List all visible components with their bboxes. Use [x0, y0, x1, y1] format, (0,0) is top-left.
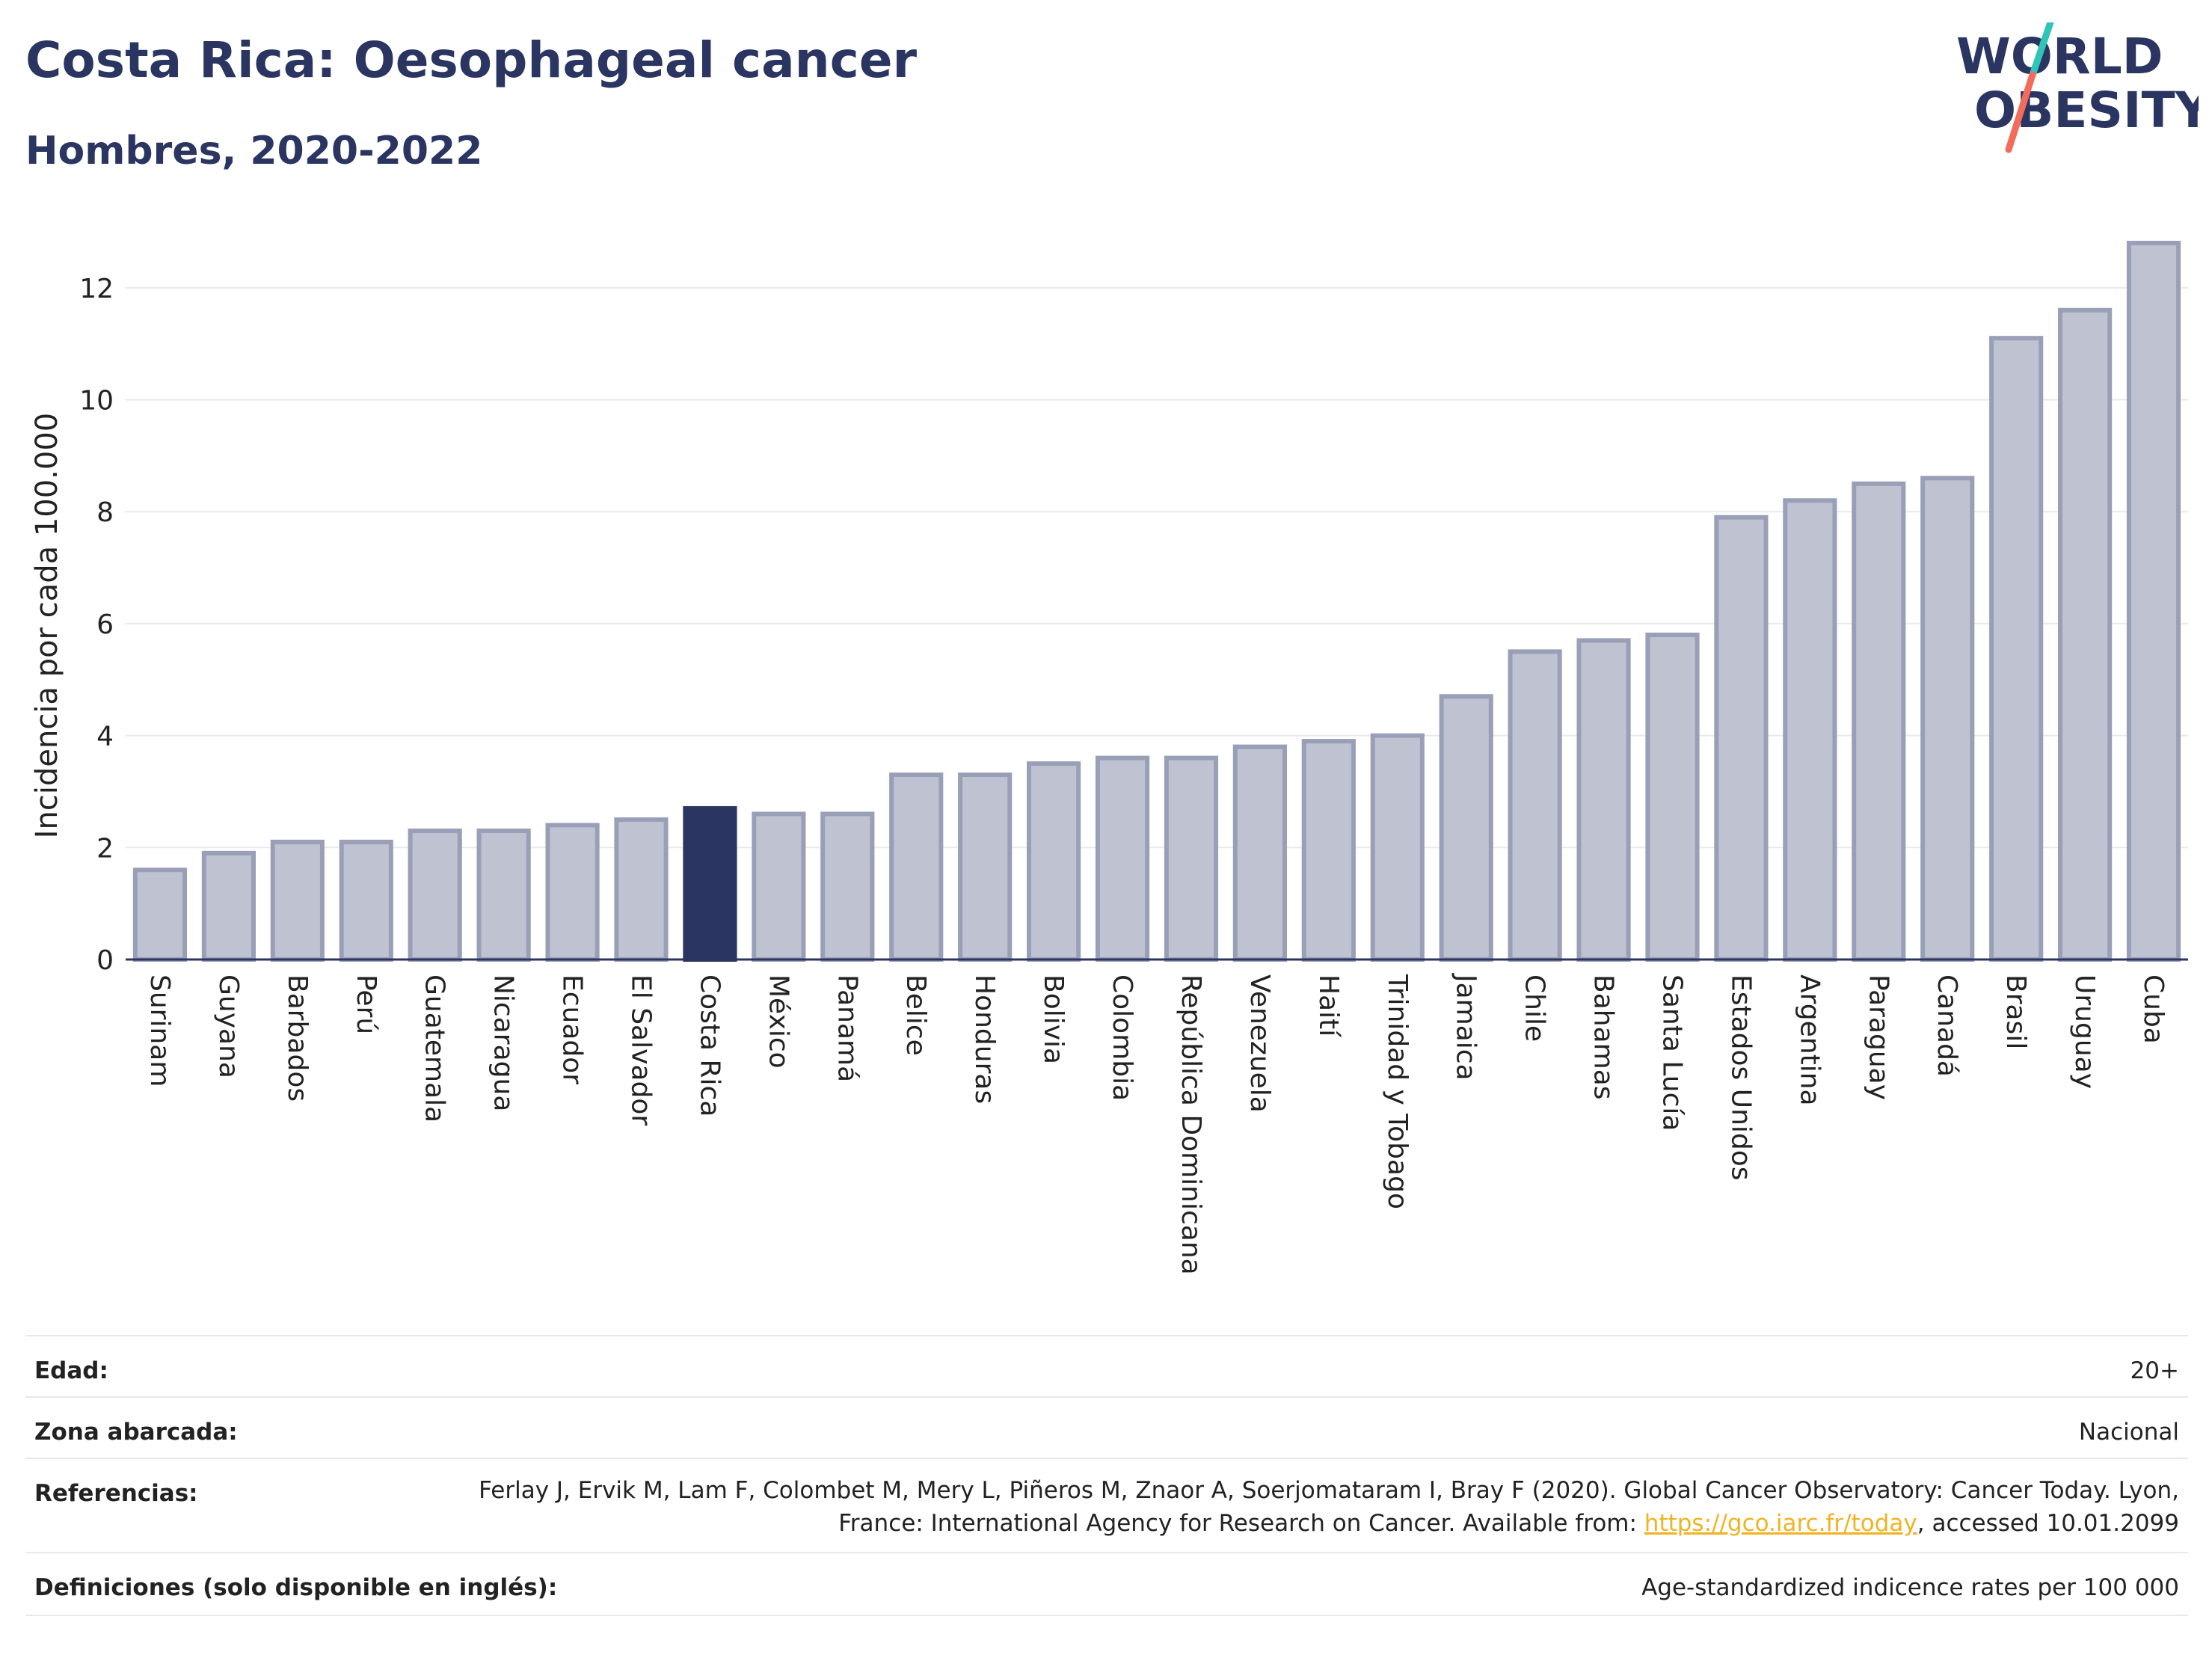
bar [958, 773, 1013, 962]
x-tick-label: Nicaragua [488, 974, 519, 1111]
bar [1508, 649, 1562, 962]
x-tick-label: Bolivia [1038, 974, 1069, 1064]
bar [1027, 761, 1081, 962]
references-value: Ferlay J, Ervik M, Lam F, Colombet M, Me… [459, 1474, 2179, 1540]
definitions-label: Definiciones (solo disponible en inglés)… [34, 1574, 558, 1601]
y-tick-label: 0 [96, 945, 114, 976]
bar [889, 773, 944, 962]
x-tick-label: Canadá [1932, 974, 1962, 1077]
bar [1852, 481, 1906, 962]
bar [545, 823, 600, 962]
bar [132, 868, 188, 962]
x-tick-label: Honduras [969, 974, 1000, 1104]
bar [1989, 336, 2044, 962]
bar [1232, 744, 1287, 962]
bar [270, 839, 325, 962]
bar [1783, 498, 1837, 962]
x-tick-label: Jamaica [1451, 973, 1481, 1081]
bar [1439, 694, 1493, 962]
x-tick-label: República Dominicana [1176, 974, 1206, 1275]
bar [1164, 755, 1219, 962]
x-tick-label: Haití [1313, 974, 1344, 1037]
x-tick-label: Ecuador [557, 974, 588, 1084]
x-tick-label: México [763, 974, 793, 1069]
age-value: 20+ [2130, 1357, 2179, 1384]
x-tick-label: Chile [1520, 974, 1550, 1042]
bar [201, 850, 256, 962]
x-tick-label: Venezuela [1244, 974, 1275, 1113]
x-tick-label: Paraguay [1863, 974, 1893, 1100]
x-tick-label: Argentina [1794, 974, 1825, 1106]
y-tick-label: 12 [79, 274, 114, 304]
bar [2126, 240, 2181, 962]
bar [339, 839, 393, 962]
meta-row-references: Referencias: Ferlay J, Ervik M, Lam F, C… [25, 1458, 2188, 1553]
y-tick-label: 4 [96, 722, 114, 752]
x-tick-label: Colombia [1107, 974, 1137, 1101]
y-tick-label: 10 [79, 386, 114, 417]
x-tick-label: Brasil [2000, 974, 2031, 1049]
references-accessed: , accessed 10.01.2099 [1917, 1510, 2179, 1537]
x-tick-label: Barbados [282, 974, 313, 1102]
bar-chart: 0 2 4 6 8 10 12 Incidencia por cada 100.000 Suri… [30, 240, 2188, 1275]
x-tick-label: Guyana [213, 974, 244, 1078]
meta-row-age: Edad: 20+ [25, 1335, 2188, 1398]
bar [1920, 476, 1975, 962]
bar [683, 805, 737, 962]
bar [752, 811, 806, 962]
bar [408, 828, 462, 962]
bar [820, 811, 875, 962]
x-tick-label: Trinidad y Tobago [1382, 974, 1413, 1209]
chart-subtitle: Hombres, 2020-2022 [25, 129, 483, 174]
bar [614, 817, 669, 962]
area-label: Zona abarcada: [34, 1419, 238, 1446]
x-tick-label: Guatemala [420, 974, 450, 1123]
logo-slash-teal [2029, 22, 2054, 79]
x-tick-label: Perú [351, 974, 381, 1034]
logo-slash-coral [2005, 71, 2036, 153]
y-tick-label: 8 [96, 497, 114, 528]
logo-line1: WORLD [1956, 28, 2163, 85]
world-obesity-logo: WORLD OBESITY [1956, 22, 2199, 153]
x-tick-label: Costa Rica [694, 974, 725, 1117]
bar [1714, 515, 1769, 962]
x-tick-label: Cuba [2138, 974, 2169, 1044]
meta-row-area: Zona abarcada: Nacional [25, 1396, 2188, 1459]
bar [476, 828, 531, 962]
bar [1370, 733, 1425, 962]
bar [1645, 632, 1700, 962]
x-tick-label: Estados Unidos [1725, 974, 1756, 1181]
bar [1095, 755, 1150, 962]
y-axis-label: Incidencia por cada 100.000 [30, 413, 64, 839]
x-tick-label: Santa Lucía [1657, 974, 1688, 1131]
bar [1301, 739, 1356, 962]
meta-row-definitions: Definiciones (solo disponible en inglés)… [25, 1552, 2188, 1616]
x-tick-label: Uruguay [2069, 974, 2100, 1089]
references-link[interactable]: https://gco.iarc.fr/today [1644, 1510, 1917, 1537]
y-tick-label: 6 [96, 610, 114, 640]
bar [1576, 638, 1631, 962]
x-tick-label: Surinam [144, 974, 175, 1087]
chart-title: Costa Rica: Oesophageal cancer [25, 31, 918, 89]
x-tick-label: Panamá [832, 974, 862, 1082]
bar [2058, 307, 2113, 962]
definitions-value: Age-standardized indicence rates per 100… [1641, 1574, 2179, 1601]
references-label: Referencias: [34, 1480, 198, 1507]
y-tick-label: 2 [96, 833, 114, 864]
area-value: Nacional [2078, 1419, 2179, 1446]
age-label: Edad: [34, 1357, 108, 1384]
x-tick-label: Belice [900, 974, 931, 1056]
references-text: Ferlay J, Ervik M, Lam F, Colombet M, Me… [479, 1477, 2179, 1537]
x-tick-label: El Salvador [626, 974, 657, 1126]
x-tick-label: Bahamas [1588, 974, 1619, 1100]
